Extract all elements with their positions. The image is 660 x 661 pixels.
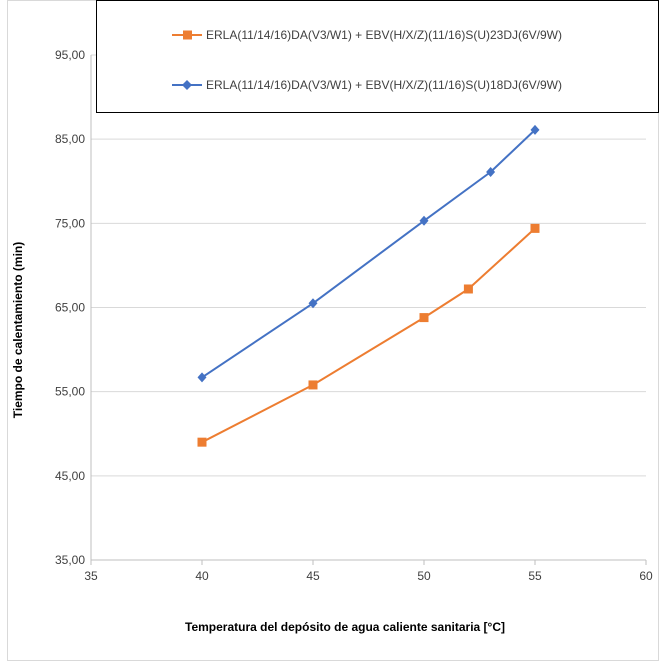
series-layer: [197, 124, 540, 447]
gridlines: [91, 54, 646, 477]
series-2-line: [201, 129, 536, 379]
legend-label-series-2: ERLA(11/14/16)DA(V3/W1) + EBV(H/X/Z)(11/…: [206, 78, 562, 92]
x-tick-label: 60: [639, 569, 653, 583]
x-tick-label: 55: [528, 569, 542, 583]
y-tick-label: 85,00: [55, 132, 85, 146]
legend: ERLA(11/14/16)DA(V3/W1) + EBV(H/X/Z)(11/…: [96, 0, 659, 113]
y-tick-label: 55,00: [55, 385, 85, 399]
data-point: [486, 166, 496, 177]
y-axis-title: Tiempo de calentamiento (min): [11, 242, 25, 418]
y-tick-label: 35,00: [55, 553, 85, 567]
x-tick-label: 35: [84, 569, 98, 583]
series-1-line: [201, 227, 536, 444]
data-point: [419, 215, 429, 226]
y-tick-label: 95,00: [55, 48, 85, 62]
legend-label-series-1: ERLA(11/14/16)DA(V3/W1) + EBV(H/X/Z)(11/…: [206, 28, 562, 42]
y-tick-label: 45,00: [55, 469, 85, 483]
data-point: [197, 437, 207, 447]
y-tick-label: 65,00: [55, 301, 85, 315]
series-1: [197, 223, 540, 447]
legend-box: [96, 0, 659, 113]
data-point: [419, 313, 429, 323]
legend-item-series-2: ERLA(11/14/16)DA(V3/W1) + EBV(H/X/Z)(11/…: [172, 78, 562, 92]
series-2: [197, 124, 540, 383]
axes: 35,00 45,00 55,00 65,00 75,00 85,00 95,00 35 40 4…: [55, 48, 653, 583]
data-point: [530, 223, 540, 233]
x-tick-label: 45: [306, 569, 320, 583]
data-point: [308, 298, 318, 309]
x-tick-label: 40: [195, 569, 209, 583]
legend-marker-series-2: [182, 80, 192, 90]
x-tick-label: 50: [417, 569, 431, 583]
data-point: [530, 124, 540, 135]
x-axis-title: Temperatura del depósito de agua calient…: [185, 620, 505, 634]
legend-marker-series-1: [183, 30, 192, 40]
data-point: [197, 372, 207, 383]
data-point: [308, 380, 318, 390]
legend-item-series-1: ERLA(11/14/16)DA(V3/W1) + EBV(H/X/Z)(11/…: [172, 28, 562, 42]
y-tick-label: 75,00: [55, 216, 85, 230]
data-point: [463, 284, 473, 294]
